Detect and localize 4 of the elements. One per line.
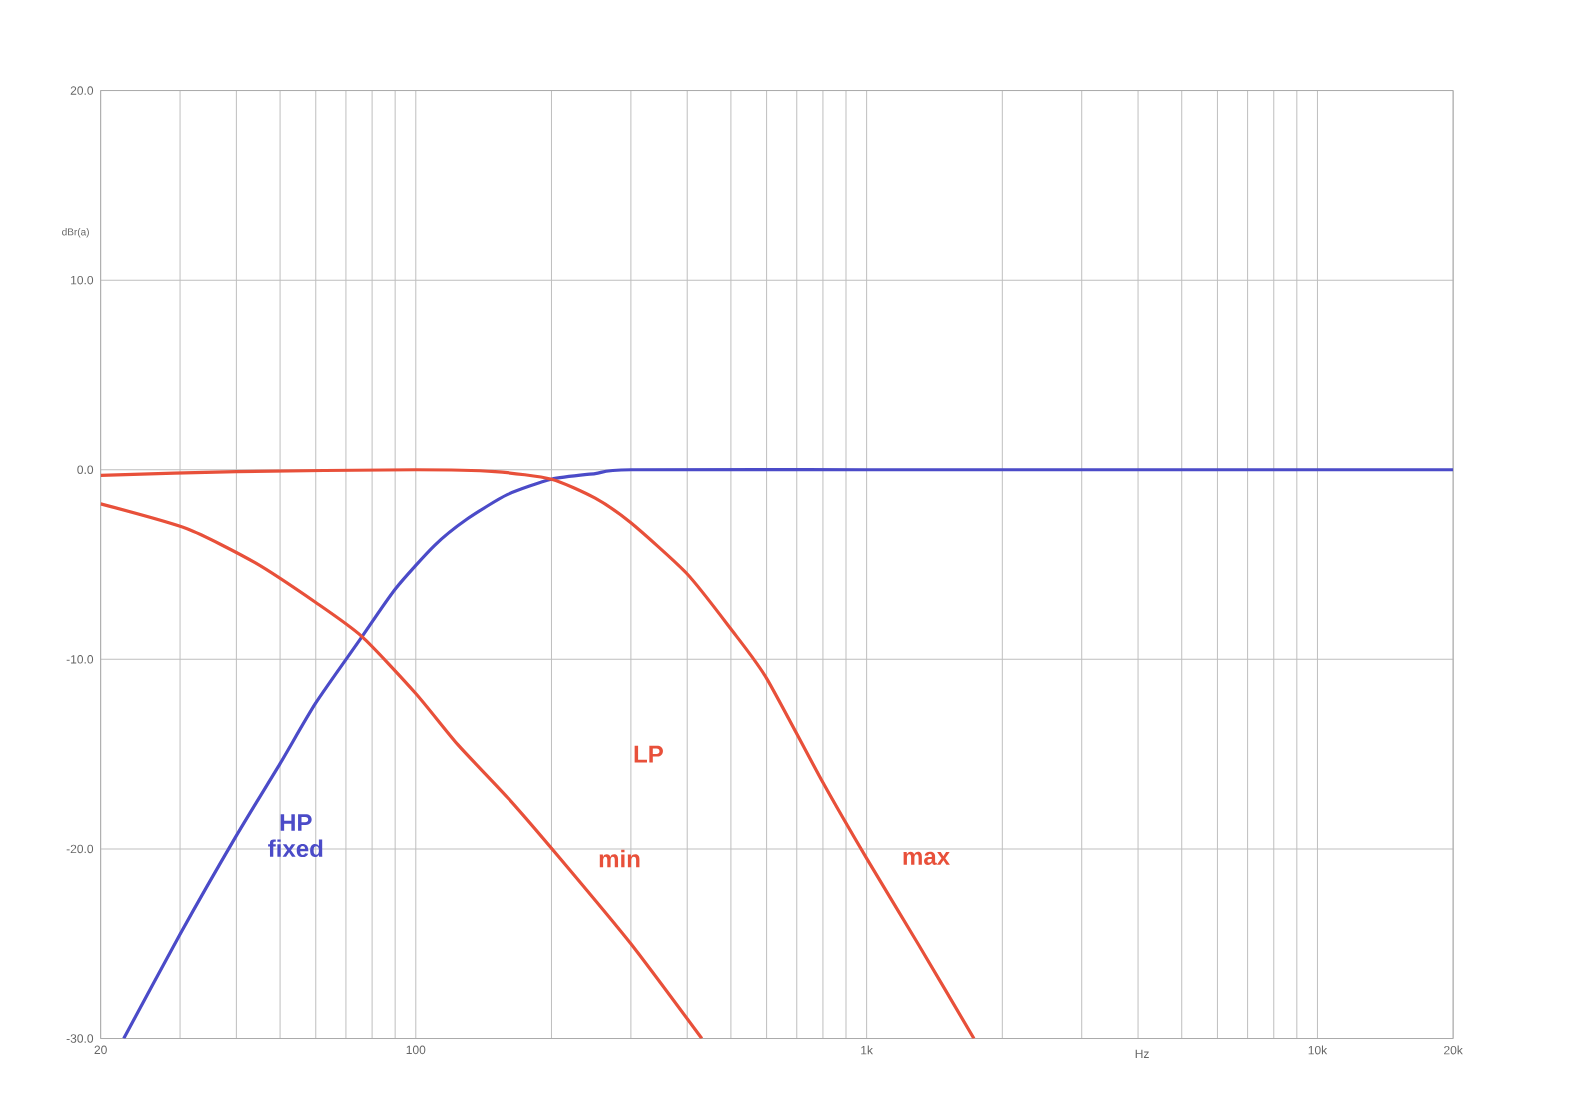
series-label: max — [903, 851, 950, 865]
series-label: min — [599, 849, 640, 867]
annotation: LP — [634, 745, 663, 762]
series-label: HP fixed — [268, 813, 323, 857]
